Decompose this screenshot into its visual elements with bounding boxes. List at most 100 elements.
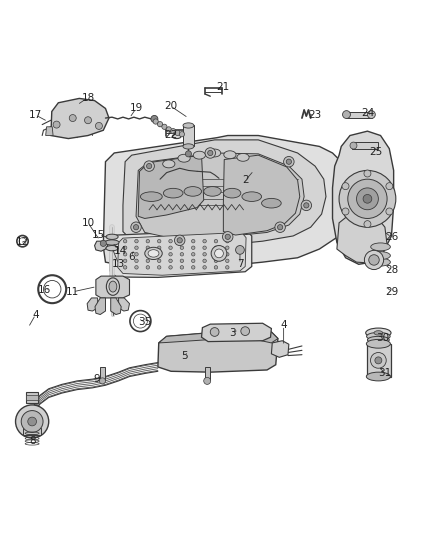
Circle shape	[364, 221, 371, 228]
Ellipse shape	[367, 333, 390, 340]
Text: 30: 30	[376, 333, 389, 343]
Circle shape	[342, 183, 349, 190]
Text: 28: 28	[385, 265, 398, 275]
Circle shape	[135, 239, 138, 243]
Circle shape	[284, 157, 294, 167]
Circle shape	[191, 253, 195, 256]
Text: 7: 7	[237, 259, 243, 269]
Circle shape	[203, 239, 206, 243]
Polygon shape	[332, 131, 394, 264]
Circle shape	[367, 111, 375, 118]
Circle shape	[371, 352, 386, 368]
Ellipse shape	[183, 144, 194, 149]
Circle shape	[179, 132, 184, 137]
Circle shape	[386, 183, 393, 190]
Circle shape	[69, 115, 76, 122]
Circle shape	[151, 116, 158, 123]
Circle shape	[124, 239, 127, 243]
Ellipse shape	[242, 192, 261, 201]
Circle shape	[157, 246, 161, 249]
Circle shape	[157, 253, 161, 256]
Circle shape	[236, 246, 244, 254]
Text: 10: 10	[81, 218, 95, 228]
Polygon shape	[159, 330, 278, 343]
Text: 8: 8	[29, 436, 35, 446]
Text: 20: 20	[164, 101, 177, 111]
Circle shape	[203, 246, 206, 249]
Circle shape	[278, 224, 283, 230]
Circle shape	[226, 259, 229, 263]
Ellipse shape	[261, 198, 281, 208]
Bar	[23, 428, 41, 434]
Circle shape	[180, 239, 184, 243]
Circle shape	[205, 148, 215, 158]
Text: 17: 17	[29, 110, 42, 120]
Ellipse shape	[109, 281, 117, 292]
Circle shape	[157, 265, 161, 269]
Circle shape	[124, 246, 127, 249]
Text: 9: 9	[93, 374, 100, 384]
Text: 26: 26	[385, 232, 398, 242]
Bar	[205, 367, 210, 380]
Text: 4: 4	[32, 310, 39, 319]
Circle shape	[100, 240, 106, 246]
Circle shape	[304, 203, 309, 208]
Circle shape	[214, 253, 218, 256]
Circle shape	[146, 239, 150, 243]
Ellipse shape	[183, 123, 194, 128]
Circle shape	[95, 123, 102, 130]
Circle shape	[144, 161, 154, 171]
Circle shape	[386, 208, 393, 215]
Circle shape	[147, 164, 152, 169]
Bar	[367, 344, 391, 376]
Circle shape	[135, 246, 138, 249]
Polygon shape	[95, 241, 108, 251]
Text: 6: 6	[128, 252, 135, 262]
Circle shape	[226, 239, 229, 243]
Ellipse shape	[371, 243, 390, 251]
Ellipse shape	[371, 258, 390, 266]
Circle shape	[348, 179, 387, 219]
Circle shape	[180, 253, 184, 256]
Circle shape	[223, 231, 233, 242]
Text: 5: 5	[181, 351, 187, 361]
Circle shape	[131, 222, 141, 232]
Circle shape	[180, 265, 184, 269]
Ellipse shape	[184, 187, 201, 196]
Ellipse shape	[106, 234, 118, 239]
Bar	[346, 111, 372, 118]
Ellipse shape	[162, 160, 175, 168]
Circle shape	[180, 259, 184, 263]
Text: 24: 24	[361, 108, 374, 118]
Circle shape	[162, 124, 167, 130]
Polygon shape	[111, 298, 121, 314]
Ellipse shape	[374, 330, 383, 335]
Circle shape	[99, 378, 106, 384]
Polygon shape	[51, 99, 109, 139]
Circle shape	[214, 265, 218, 269]
Circle shape	[170, 128, 176, 134]
Text: 14: 14	[114, 246, 127, 256]
Circle shape	[191, 239, 195, 243]
Polygon shape	[136, 153, 304, 238]
Ellipse shape	[145, 247, 162, 260]
Ellipse shape	[105, 240, 119, 245]
Circle shape	[157, 259, 161, 263]
Circle shape	[208, 150, 213, 156]
Text: 16: 16	[38, 285, 51, 295]
Circle shape	[134, 224, 139, 230]
Circle shape	[214, 259, 218, 263]
Circle shape	[215, 249, 223, 258]
Circle shape	[157, 122, 162, 127]
Text: 35: 35	[138, 317, 152, 327]
Polygon shape	[119, 298, 130, 311]
Circle shape	[146, 259, 150, 263]
Text: 21: 21	[217, 82, 230, 92]
Circle shape	[357, 188, 378, 210]
Circle shape	[343, 111, 350, 118]
Polygon shape	[110, 229, 252, 277]
Circle shape	[226, 253, 229, 256]
Ellipse shape	[366, 372, 390, 381]
Circle shape	[211, 246, 227, 261]
Circle shape	[169, 253, 172, 256]
